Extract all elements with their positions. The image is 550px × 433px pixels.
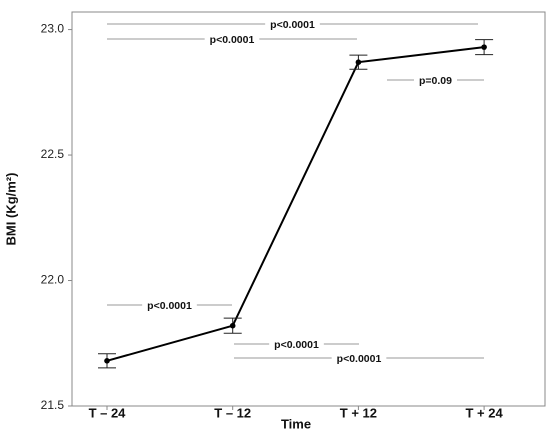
annotation-bg [331, 352, 387, 364]
y-tick-label: 23.0 [41, 22, 65, 36]
point [229, 322, 236, 329]
y-tick-label: 22.0 [41, 273, 65, 287]
x-axis-label: Time [281, 416, 311, 431]
x-tick-label: T + 24 [465, 405, 503, 420]
annotation-bg [142, 299, 197, 311]
y-tick-label: 21.5 [41, 398, 65, 412]
point [355, 59, 362, 65]
annotation: p<0.0001 [210, 34, 255, 46]
annotation: p<0.0001 [147, 300, 192, 312]
annotation-bg [204, 33, 260, 45]
plot-frame [71, 11, 546, 407]
y-axis-label: BMI (Kg/m²) [3, 173, 18, 246]
annotation: p<0.0001 [274, 339, 319, 351]
x-tick-label: T + 12 [340, 405, 377, 420]
annotation: p<0.0001 [270, 19, 315, 31]
annotation: p<0.0001 [337, 353, 382, 365]
annotation-bg [269, 338, 324, 350]
point [104, 358, 110, 364]
annotation-bg [414, 74, 457, 86]
x-tick-label: T – 24 [89, 405, 127, 420]
annotation-bg [265, 18, 320, 30]
point [481, 44, 487, 50]
series-line [106, 46, 485, 362]
y-tick-label: 22.5 [41, 147, 65, 161]
annotation: p=0.09 [419, 75, 452, 87]
x-tick-label: T – 12 [214, 405, 251, 420]
